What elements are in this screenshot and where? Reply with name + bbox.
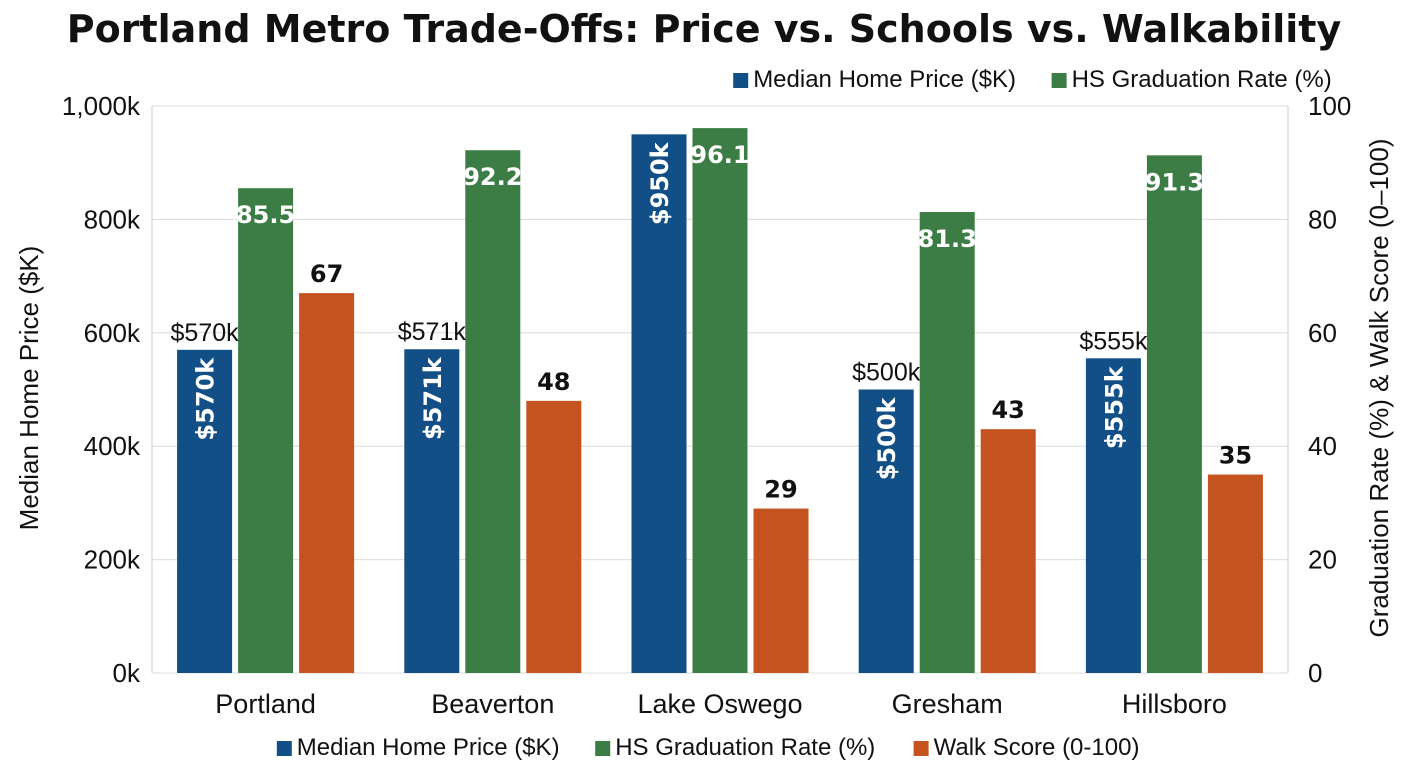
- bar-value-label: 43: [991, 396, 1024, 424]
- bar: [858, 389, 914, 673]
- legend-label: Walk Score (0-100): [934, 734, 1140, 761]
- legend-swatch: [595, 741, 611, 756]
- ticks-layer: 0k 200k 400k 600k 800k 1,000k 0 20 40 60 80 100: [62, 91, 1351, 688]
- bar-value-label: 35: [1219, 442, 1252, 470]
- bar-value-label: $570k: [171, 319, 240, 347]
- y2-tick-label: 80: [1308, 204, 1337, 234]
- legend-swatch: [1051, 73, 1067, 88]
- bar-value-label-inside: 85.5: [236, 201, 295, 229]
- y-tick-label: 400k: [84, 431, 141, 461]
- bar: [1085, 358, 1141, 673]
- labels-layer: $570k $570k 85.5 67 $571k $571k 92.2 48 $950k 96.…: [171, 141, 1253, 503]
- y2-tick-label: 60: [1308, 318, 1337, 348]
- bar: [919, 212, 975, 674]
- legend-label: Median Home Price ($K): [753, 66, 1016, 93]
- bar: [631, 134, 687, 674]
- bar-value-label-inside: $500k: [873, 396, 901, 480]
- bar-value-label-inside: 96.1: [690, 141, 749, 169]
- category-label: Lake Oswego: [637, 689, 802, 719]
- bar-value-label: $500k: [852, 359, 921, 387]
- bar-value-label-inside: 91.3: [1145, 168, 1204, 196]
- bar-value-label-inside: 92.2: [463, 163, 522, 191]
- y2-tick-label: 40: [1308, 431, 1337, 461]
- chart-title: Portland Metro Trade-Offs: Price vs. Sch…: [67, 7, 1342, 51]
- bar-value-label: 67: [310, 260, 343, 288]
- legend-swatch: [733, 73, 749, 88]
- bar-value-label-inside: $555k: [1100, 365, 1128, 449]
- legend-bottom: Median Home Price ($K) HS Graduation Rate…: [276, 734, 1140, 761]
- bars-layer: [177, 128, 1263, 674]
- bar: [526, 400, 582, 673]
- bar-value-label: $555k: [1079, 327, 1148, 355]
- y2-tick-label: 0: [1308, 658, 1322, 688]
- bar: [299, 293, 355, 673]
- y-tick-label: 200k: [84, 545, 141, 575]
- y-tick-label: 1,000k: [62, 91, 141, 121]
- bar: [404, 349, 460, 673]
- bar-value-label: 48: [537, 368, 570, 396]
- legend-top: Median Home Price ($K) HS Graduation Rate…: [733, 66, 1332, 93]
- category-label: Beaverton: [431, 689, 554, 719]
- y2-tick-label: 20: [1308, 545, 1337, 575]
- y-axis-title: Median Home Price ($K): [14, 246, 44, 531]
- legend-label: Median Home Price ($K): [297, 734, 560, 761]
- bar: [980, 429, 1036, 673]
- bar: [465, 150, 521, 673]
- y2-axis-title: Graduation Rate (%) & Walk Score (0–100): [1364, 138, 1394, 637]
- bar-value-label-inside: 81.3: [918, 225, 977, 253]
- bar-value-label-inside: $571k: [419, 356, 447, 440]
- bar-value-label: $571k: [398, 318, 467, 346]
- y-tick-label: 0k: [113, 658, 141, 688]
- category-label: Hillsboro: [1122, 689, 1227, 719]
- y-tick-label: 600k: [84, 318, 141, 348]
- bar: [692, 128, 748, 673]
- legend-swatch: [913, 741, 929, 756]
- legend-swatch: [276, 741, 292, 756]
- bar-value-label: 29: [764, 476, 797, 504]
- bar: [1207, 474, 1263, 673]
- bar: [1146, 155, 1202, 674]
- y-tick-label: 800k: [84, 204, 141, 234]
- bar: [177, 349, 233, 673]
- bar-value-label-inside: $570k: [192, 357, 220, 441]
- legend-label: HS Graduation Rate (%): [1072, 66, 1332, 93]
- category-labels: Portland Beaverton Lake Oswego Gresham Hills…: [215, 689, 1227, 719]
- category-label: Gresham: [892, 689, 1003, 719]
- legend-label: HS Graduation Rate (%): [615, 734, 875, 761]
- bar: [753, 508, 809, 673]
- bar: [238, 188, 294, 673]
- bar-value-label-inside: $950k: [646, 141, 674, 225]
- category-label: Portland: [215, 689, 316, 719]
- y2-tick-label: 100: [1308, 91, 1351, 121]
